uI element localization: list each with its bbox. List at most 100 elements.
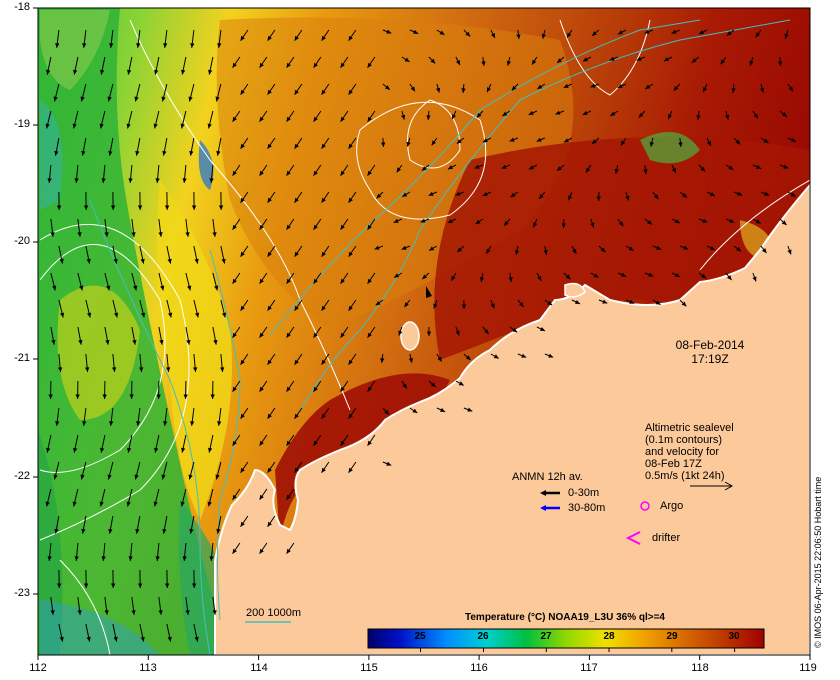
date-stamp: 08-Feb-2014 17:19Z <box>650 338 770 366</box>
current-vector-head <box>286 224 291 230</box>
current-vector-head <box>321 467 326 473</box>
current-vector-head <box>294 35 299 41</box>
current-vector-head <box>154 69 159 75</box>
current-vector-head <box>593 273 599 278</box>
current-vector-head <box>321 359 326 365</box>
current-vector-head <box>455 191 461 196</box>
current-vector-head <box>430 382 436 387</box>
current-vector-head <box>267 89 272 95</box>
current-vector-head <box>648 272 654 277</box>
argo-label: Argo <box>660 500 684 512</box>
x-tick-label: 114 <box>250 662 268 674</box>
current-vector-head <box>188 474 193 480</box>
current-vector-head <box>137 205 143 210</box>
current-vector-head <box>182 178 187 183</box>
sealevel-line: 0.5m/s (1kt 24h) <box>645 470 725 482</box>
current-vector-head <box>164 583 170 588</box>
current-vector-head <box>437 356 442 362</box>
current-vector-head <box>140 258 145 264</box>
current-vector-head <box>267 413 272 419</box>
current-vector-head <box>232 116 237 122</box>
current-vector-head <box>73 447 78 453</box>
current-vector-head <box>543 250 548 255</box>
current-vector-head <box>487 87 491 93</box>
current-vector-head <box>153 123 158 129</box>
current-vector-head <box>140 636 145 642</box>
current-vector-head <box>218 205 224 210</box>
current-vector-head <box>475 219 481 225</box>
current-vector-head <box>267 359 272 365</box>
current-vector-head <box>240 359 245 365</box>
current-vector-head <box>53 96 58 102</box>
current-vector-head <box>286 62 291 68</box>
current-vector-head <box>210 394 215 399</box>
current-vector-head <box>128 556 133 561</box>
current-vector-head <box>162 528 167 534</box>
current-vector-head <box>568 195 573 201</box>
current-vector-head <box>367 386 372 392</box>
current-vector-head <box>781 112 787 117</box>
current-vector-head <box>216 150 221 156</box>
current-vector-head <box>508 277 513 282</box>
current-vector-head <box>213 339 218 345</box>
current-vector-head <box>100 447 105 453</box>
current-vector-head <box>215 96 220 102</box>
current-vector-head <box>367 224 372 230</box>
current-vector-head <box>161 474 166 480</box>
current-vector-head <box>340 224 345 230</box>
island <box>400 321 420 351</box>
current-vector-head <box>72 501 77 507</box>
current-vector-head <box>709 246 715 250</box>
current-vector-head <box>167 258 172 264</box>
current-vector-head <box>102 394 107 399</box>
current-vector-head <box>490 303 495 309</box>
current-vector-head <box>215 474 220 480</box>
current-vector-head <box>194 258 199 264</box>
current-vector-head <box>45 501 50 507</box>
current-vector-head <box>555 110 561 115</box>
current-vector-head <box>408 357 414 363</box>
current-vector-head <box>703 87 707 93</box>
current-vector-head <box>737 191 743 196</box>
current-vector-head <box>313 440 318 446</box>
current-vector-head <box>629 299 635 304</box>
current-vector-head <box>548 353 554 358</box>
sealevel-line: Altimetric sealevel <box>645 422 734 434</box>
current-vector-head <box>78 339 83 345</box>
current-vector-head <box>232 440 237 446</box>
land-australia <box>214 183 810 655</box>
current-vector-head <box>221 258 226 264</box>
current-vector-head <box>167 312 173 318</box>
current-vector-head <box>502 111 508 116</box>
current-vector-head <box>134 96 139 102</box>
current-vector-head <box>457 247 463 253</box>
anmn-shallow-label: 0-30m <box>568 487 600 499</box>
current-vector-head <box>74 556 79 561</box>
y-tick-label: -18 <box>14 1 30 13</box>
current-vector-head <box>565 274 571 280</box>
current-vector-head <box>186 339 191 345</box>
current-vector-head <box>207 123 212 129</box>
current-vector-head <box>74 178 79 183</box>
colorbar-tick-label: 30 <box>728 631 740 642</box>
current-vector-head <box>86 258 91 264</box>
current-vector-head <box>50 610 55 615</box>
current-vector-head <box>321 197 326 203</box>
current-vector-head <box>386 29 392 34</box>
current-vector-head <box>240 89 245 95</box>
current-vector-head <box>101 178 106 183</box>
anmn-deep-label: 30-80m <box>568 502 606 514</box>
current-vector-head <box>160 285 165 291</box>
current-vector-head <box>267 521 272 527</box>
current-vector-head <box>286 440 291 446</box>
current-vector-head <box>375 300 381 306</box>
current-vector-head <box>294 305 299 311</box>
current-vector-head <box>348 305 353 311</box>
current-vectors <box>45 29 797 642</box>
current-vector-head <box>286 116 291 122</box>
current-vector-head <box>214 285 219 291</box>
current-vector-head <box>413 29 419 34</box>
current-vector-head <box>340 170 345 176</box>
current-vector-head <box>187 285 192 291</box>
current-vector-head <box>156 394 161 399</box>
